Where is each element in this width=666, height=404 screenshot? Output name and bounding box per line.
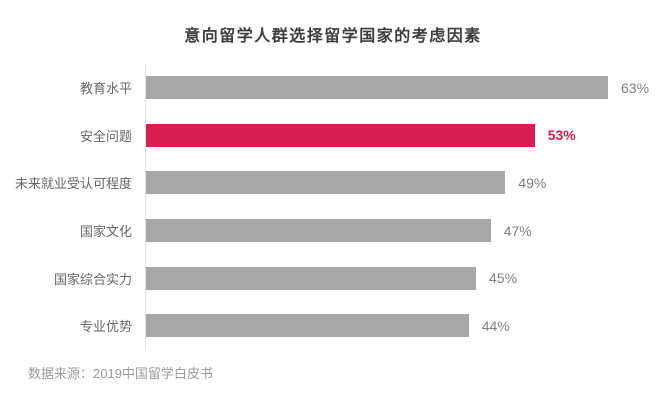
- bar: [146, 76, 608, 100]
- bar-track: 49%: [145, 159, 666, 207]
- bar-row: 未来就业受认可程度 49%: [0, 159, 666, 207]
- category-label: 国家综合实力: [53, 271, 132, 287]
- value-label: 47%: [503, 222, 532, 239]
- category-label: 国家文化: [79, 224, 132, 240]
- bar-row: 安全问题 53%: [0, 111, 666, 160]
- bar: [146, 314, 469, 338]
- source-note: 数据来源：2019中国留学白皮书: [28, 365, 213, 381]
- bar-row: 国家综合实力 45%: [0, 254, 666, 302]
- bar-track: 53%: [145, 111, 666, 160]
- category-label: 专业优势: [79, 319, 132, 335]
- value-label: 44%: [481, 317, 510, 334]
- bar: [146, 219, 491, 243]
- bar-row: 国家文化 47%: [0, 206, 666, 255]
- value-label: 45%: [489, 270, 518, 287]
- value-label: 53%: [547, 127, 576, 144]
- bar-track: 45%: [145, 254, 666, 302]
- bar-track: 44%: [145, 301, 666, 350]
- bar-track: 47%: [145, 206, 666, 255]
- category-label: 安全问题: [79, 128, 132, 144]
- bar: [146, 171, 506, 195]
- value-label: 63%: [621, 79, 650, 96]
- category-label: 教育水平: [79, 81, 132, 97]
- bar-row: 专业优势 44%: [0, 301, 666, 350]
- bar: [146, 123, 535, 147]
- plot-area: 教育水平 63% 安全问题 53% 未来就业受认可程度 49% 国家文化 47% 国家综合实力 4…: [0, 64, 666, 350]
- value-label: 49%: [518, 174, 547, 191]
- bar: [146, 266, 476, 290]
- bar-track: 63%: [145, 64, 666, 112]
- bar-row: 教育水平 63%: [0, 64, 666, 112]
- chart-title: 意向留学人群选择留学国家的考虑因素: [184, 28, 482, 45]
- category-label: 未来就业受认可程度: [14, 176, 132, 192]
